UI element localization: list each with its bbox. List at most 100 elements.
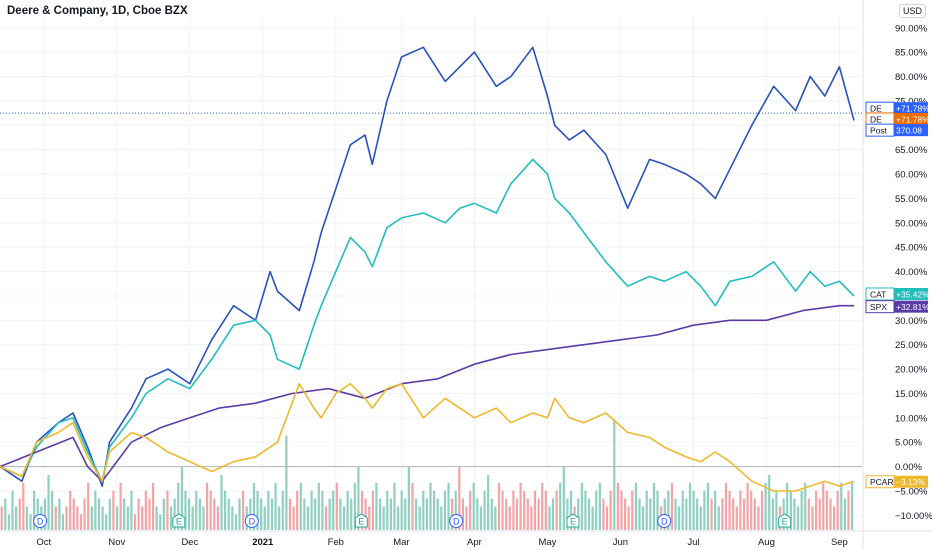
volume-bar-2: [7, 514, 11, 530]
x-tick-label-1: Nov: [108, 537, 125, 548]
volume-bar-186: [670, 482, 674, 530]
volume-bar-201: [724, 482, 728, 530]
scale-tag-name-2: Post: [870, 126, 888, 136]
scale-tag-value-1: +71.78%: [896, 114, 930, 124]
x-tick-label-2: Dec: [181, 537, 198, 548]
x-tick-label-5: Mar: [393, 537, 409, 548]
scale-tag-4: SPX +32.81%: [865, 300, 930, 314]
event-label-3: E: [358, 517, 364, 527]
volume-bar-233: [840, 482, 843, 530]
scale-tag-name-3: CAT: [870, 289, 886, 299]
volume-bar-126: [454, 490, 457, 530]
grid: [0, 18, 862, 530]
y-tick-label-0: 90.00%: [895, 23, 928, 34]
volume-bar-101: [364, 498, 367, 530]
volume-bar-125: [451, 498, 454, 530]
volume-bar-153: [551, 498, 555, 530]
volume-bar-3: [11, 490, 14, 530]
volume-bar-60: [216, 506, 220, 530]
volume-bar-120: [433, 490, 436, 530]
volume-bar-214: [771, 498, 774, 530]
y-tick-label-16: 10.00%: [895, 413, 928, 424]
volume-bar-93: [335, 482, 338, 530]
scale-tag-3: CAT +35.42%: [865, 287, 930, 301]
x-tick-label-0: Oct: [36, 537, 51, 548]
volume-bar-28: [101, 506, 104, 530]
volume-bar-50: [180, 467, 183, 530]
volume-bar-138: [497, 482, 501, 530]
y-tick-label-9: 45.00%: [895, 243, 928, 254]
volume-bar-86: [310, 490, 313, 530]
volume-bar-15: [54, 506, 57, 530]
volume-bar-229: [825, 490, 828, 530]
volume-bar-148: [533, 490, 537, 530]
volume-bar-139: [501, 490, 504, 530]
scale-tag-value-box-2: [894, 124, 928, 137]
volume-bar-174: [627, 506, 630, 530]
volume-bar-171: [616, 482, 619, 530]
volume-bar-136: [490, 498, 493, 530]
volume-bar-38: [137, 498, 140, 530]
volume-bar-121: [436, 498, 439, 530]
volume-bar-197: [710, 498, 713, 530]
volume-bar-185: [667, 490, 670, 530]
volume-bar-96: [346, 490, 349, 530]
event-marker-circle-6: [657, 514, 672, 528]
volume-bar-4: [15, 506, 18, 530]
volume-bar-142: [512, 490, 515, 530]
y-tick-label-12: 30.00%: [895, 316, 928, 327]
volume-bar-77: [278, 506, 281, 530]
scale-tag-name-5: PCAR: [870, 477, 894, 487]
volume-bar-72: [260, 498, 263, 530]
event-marker-circle-0: [33, 514, 48, 528]
volume-bar-189: [681, 490, 684, 530]
volume-bar-106: [382, 506, 385, 530]
volume-bar-151: [544, 490, 547, 530]
x-axis: Oct Nov Dec 2021 Feb Mar Apr May Jun Jul Aug Sep: [0, 530, 932, 548]
series-line-de: [0, 46, 855, 487]
volume-bar-89: [321, 490, 324, 530]
event-label-7: E: [782, 517, 788, 527]
volume-bar-81: [292, 506, 295, 530]
volume-bar-122: [440, 506, 443, 530]
volume-bar-74: [267, 490, 270, 530]
volume-bar-150: [541, 482, 544, 530]
volume-bar-213: [768, 475, 771, 530]
volume-bar-115: [414, 498, 418, 530]
volume-bar-65: [234, 514, 238, 530]
x-tick-label-10: Aug: [758, 537, 775, 548]
y-tick-label-20: −10.00%: [895, 511, 932, 522]
volume-bar-42: [151, 482, 155, 530]
volume-bar-191: [688, 482, 692, 530]
volume-bar-132: [476, 498, 479, 530]
volume-bar-182: [656, 490, 659, 530]
y-tick-label-6: 60.00%: [895, 170, 928, 181]
volume-bar-88: [317, 482, 320, 530]
volume-bar-19: [69, 490, 72, 530]
series-lines: [0, 46, 855, 492]
x-tick-label-6: Apr: [467, 537, 482, 548]
volume-bar-193: [696, 498, 699, 530]
volume-bar-105: [378, 498, 382, 530]
volume-bar-62: [224, 490, 227, 530]
volume-bar-129: [465, 506, 468, 530]
y-tick-label-8: 50.00%: [895, 218, 928, 229]
volume-bar-110: [396, 506, 400, 530]
volume-bar-44: [159, 514, 162, 530]
series-line-pcar: [0, 382, 855, 492]
currency-badge[interactable]: USD: [899, 4, 927, 18]
scale-tag-name-4: SPX: [870, 302, 887, 312]
volume-bar-152: [548, 506, 551, 530]
x-tick-label-4: Feb: [328, 537, 344, 548]
event-marker-house-3: [354, 513, 368, 528]
volume-bar-222: [800, 490, 803, 530]
volume-bar-202: [728, 490, 731, 530]
volume-bar-80: [288, 498, 292, 530]
volume-bar-75: [270, 498, 274, 530]
volume-bar-1: [4, 498, 7, 530]
volume-bar-52: [187, 498, 191, 530]
volume-bar-208: [750, 490, 753, 530]
volume-bar-67: [242, 490, 245, 530]
volume-bar-173: [623, 498, 627, 530]
